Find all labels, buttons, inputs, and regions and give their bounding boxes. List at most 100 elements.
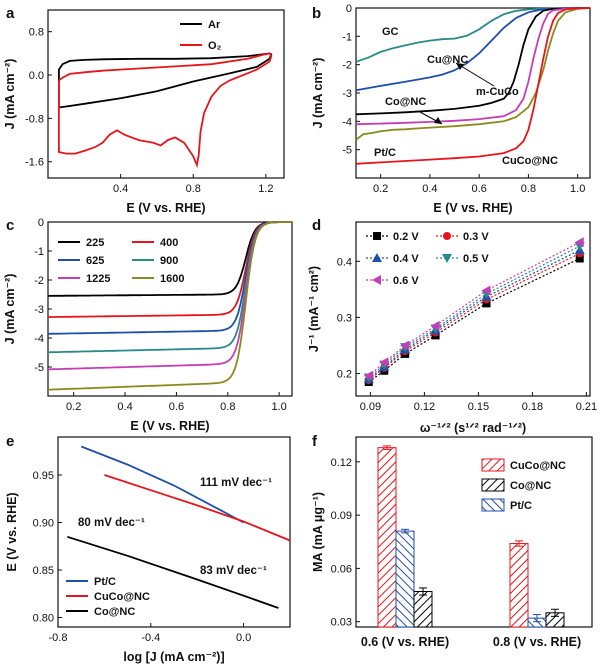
panel-f: f 0.6 (V vs. RHE) 0.8 (V vs. RHE) 0.03 0.0… [311, 433, 593, 649]
panel-d-legend-0-6-v: 0.6 V [393, 275, 419, 287]
panel-b-series-m-cuco [355, 7, 591, 116]
panel-a-legend-o2: O₂ [208, 40, 222, 52]
legend-marker [372, 253, 382, 262]
panel-c-series-225 [48, 221, 292, 297]
panel-c-legend-1600: 1600 [160, 273, 184, 285]
panel-f-category-label: 0.6 (V vs. RHE) [361, 635, 449, 649]
panel-d-x-label: ω⁻¹ᐟ² (s¹ᐟ² rad⁻¹ᐟ²) [420, 421, 526, 435]
arrow-head [456, 63, 464, 70]
panel-f-bar-co-nc [413, 590, 433, 628]
panel-d-y-label: J⁻¹ (mA⁻¹ cm²) [307, 266, 321, 352]
legend-marker [373, 232, 381, 240]
panel-d-fit-0-4-v [368, 249, 580, 380]
panel-a-series-o [58, 52, 273, 169]
panel-d-point-0-6-v [363, 370, 373, 381]
panel-c-legend-625: 625 [86, 255, 104, 267]
y-tick-label: -1.6 [25, 157, 44, 169]
y-tick-label: 0.0 [29, 70, 44, 82]
panel-c-y-label: J (mA cm⁻²) [3, 274, 17, 345]
panel-f-frame [355, 436, 593, 628]
x-tick-label: 0.4 [422, 183, 437, 195]
y-tick-label: 0.85 [33, 565, 54, 577]
panel-b-label-gc: GC [382, 26, 399, 38]
y-tick-label: 0 [38, 217, 44, 229]
panel-e-letter: e [6, 433, 14, 450]
x-tick-label: 1.0 [272, 401, 287, 413]
x-tick-label: 0.21 [576, 401, 597, 413]
panel-a: a 0.4 0.8 1.2-1.6-0.80.00.8 E (V vs. RHE) … [3, 5, 285, 215]
y-tick-label: 0.4 [337, 256, 352, 268]
panel-b-label-pt-c: Pt/C [374, 147, 396, 159]
panel-a-legend: Ar O₂ [180, 19, 222, 52]
panel-d-fit-0-5-v [368, 245, 580, 378]
panel-d-legend-0-4-v: 0.4 V [393, 253, 419, 265]
y-tick-label: 0.95 [33, 470, 54, 482]
panel-b-label-co-nc: Co@NC [385, 96, 426, 108]
panel-b-x-label: E (V vs. RHE) [433, 201, 512, 215]
panel-a-frame [47, 9, 285, 179]
panel-a-x-label: E (V vs. RHE) [126, 201, 205, 215]
panel-e-y-label: E (V vs. RHE) [5, 492, 19, 571]
panel-c-letter: c [6, 217, 14, 234]
legend-swatch [481, 498, 505, 512]
legend-marker [442, 254, 452, 263]
panel-a-series-ar [58, 52, 273, 109]
panel-c: c 0.2 0.4 0.6 0.8 1.0 -5 -4 -3 -2 -1 0 E (V vs. RH… [3, 217, 293, 433]
y-tick-label: -5 [342, 145, 352, 157]
y-tick-label: 0.3 [337, 312, 352, 324]
panel-f-legend-co-nc: Co@NC [510, 480, 551, 492]
panel-d-letter: d [312, 217, 321, 234]
y-tick-label: -3 [342, 88, 352, 100]
panel-f-legend: CuCo@NC Co@NC Pt/C [481, 458, 566, 512]
x-tick-label: 0.4 [113, 183, 128, 195]
panel-e-series-co-nc [67, 535, 279, 609]
x-tick-label: 0.4 [117, 401, 132, 413]
x-tick-label: -0.4 [141, 632, 160, 644]
x-tick-label: 0.0 [236, 632, 251, 644]
x-tick-label: 0.09 [360, 401, 381, 413]
x-tick-label: 1.2 [258, 183, 273, 195]
y-tick-label: -2 [34, 275, 44, 287]
y-tick-label: -0.8 [25, 113, 44, 125]
x-tick-label: 0.2 [66, 401, 81, 413]
panel-f-bar-cuco-nc [509, 543, 529, 628]
panel-e-annotation-co-nc: 83 mV dec⁻¹ [200, 565, 267, 577]
panel-b-label-cuco-nc: CuCo@NC [502, 155, 558, 167]
panel-f-legend-cuco-nc: CuCo@NC [510, 460, 566, 472]
panel-a-legend-ar: Ar [208, 19, 221, 31]
y-tick-label: 0.12 [331, 457, 352, 469]
panel-a-y-label: J (mA cm⁻²) [3, 59, 17, 130]
y-tick-label: 0.80 [33, 613, 54, 625]
y-tick-label: 0.2 [337, 369, 352, 381]
legend-marker [372, 275, 381, 285]
y-tick-label: 0 [346, 3, 352, 15]
panel-d-fit-0-6-v [368, 241, 580, 377]
panel-b: b 0.2 0.4 0.6 0.8 1.0 -5 -4 -3 -2 -1 0 E (V vs. RH… [311, 3, 591, 215]
panel-e-legend-cuco-nc: CuCo@NC [94, 591, 150, 603]
panel-c-legend-225: 225 [86, 237, 104, 249]
x-tick-label: 0.8 [521, 183, 536, 195]
y-tick-label: 0.90 [33, 518, 54, 530]
panel-e-legend: Pt/C CuCo@NC Co@NC [66, 576, 150, 618]
panel-c-legend: 225 400 625 900 1225 1600 [58, 237, 184, 285]
panel-f-legend-pt-c: Pt/C [510, 500, 532, 512]
panel-e-series-cuco-nc [104, 474, 291, 542]
x-tick-label: 0.8 [186, 183, 201, 195]
panel-c-series-625 [48, 221, 292, 335]
x-tick-label: 0.12 [414, 401, 435, 413]
panel-d-point-0-6-v [481, 285, 491, 296]
panel-d-point-0-6-v [574, 237, 584, 248]
panel-d-frame [355, 221, 591, 397]
panel-d-legend-0-2-v: 0.2 V [393, 231, 419, 243]
panel-b-series-cuco-nc [355, 7, 591, 165]
panel-f-category-label: 0.8 (V vs. RHE) [493, 635, 581, 649]
panel-b-series-co-nc [355, 7, 591, 126]
y-tick-label: 0.09 [331, 510, 352, 522]
legend-marker [443, 232, 451, 240]
panel-b-label-cu-nc: Cu@NC [427, 54, 468, 66]
y-tick-label: -1 [34, 246, 44, 258]
y-tick-label: -4 [34, 333, 44, 345]
panel-d-point-0-6-v [430, 320, 440, 331]
panel-d-fit-0-3-v [368, 252, 580, 381]
